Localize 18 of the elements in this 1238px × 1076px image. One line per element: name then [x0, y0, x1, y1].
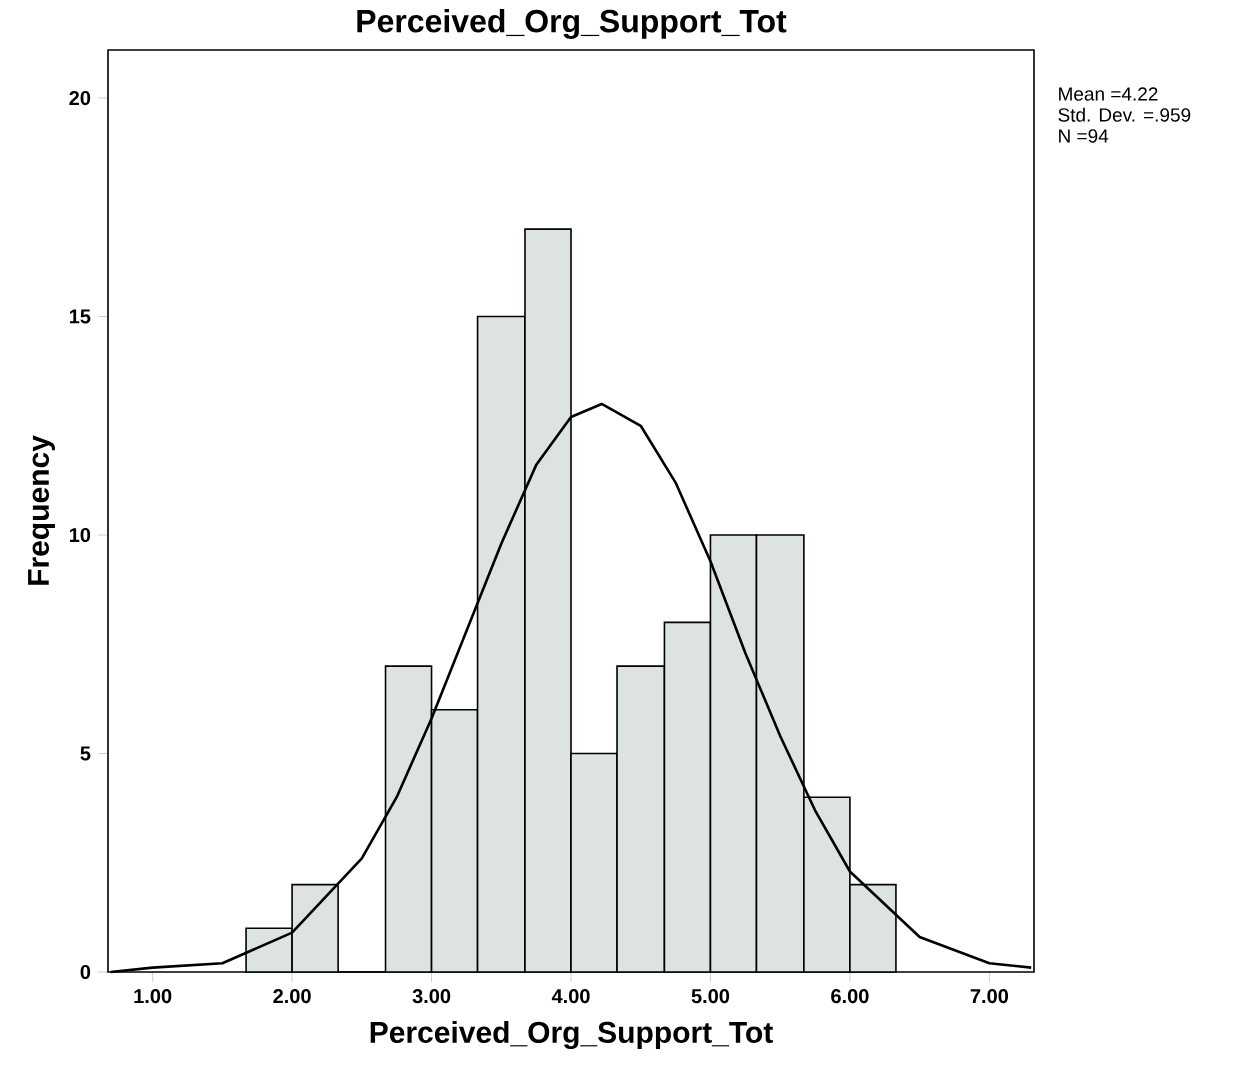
y-tick-label: 0 [80, 964, 91, 980]
text: Std. Dev. =.959 [1058, 107, 1191, 122]
x-axis-title: Perceived_Org_Support_Tot [370, 1020, 773, 1050]
y-axis-title: Frequency [28, 435, 55, 585]
x-tick-label: 2.00 [273, 989, 311, 1004]
chart-title: Perceived_Org_Support_Tot [357, 8, 787, 39]
x-tick-label: 5.00 [691, 989, 730, 1004]
x-tick-label: 4.00 [551, 989, 590, 1004]
x-tick-label: 7.00 [970, 989, 1009, 1004]
text: Mean =4.22 [1059, 87, 1158, 101]
x-tick-label: 1.00 [134, 989, 172, 1004]
x-tick-label: 3.00 [412, 989, 451, 1004]
x-tick-label: 6.00 [831, 989, 869, 1004]
y-tick-label: 15 [69, 309, 91, 324]
text: N =94 [1059, 129, 1109, 143]
y-tick-label: 20 [69, 90, 91, 106]
y-tick-label: 5 [80, 746, 91, 761]
y-tick-label: 10 [69, 527, 91, 543]
